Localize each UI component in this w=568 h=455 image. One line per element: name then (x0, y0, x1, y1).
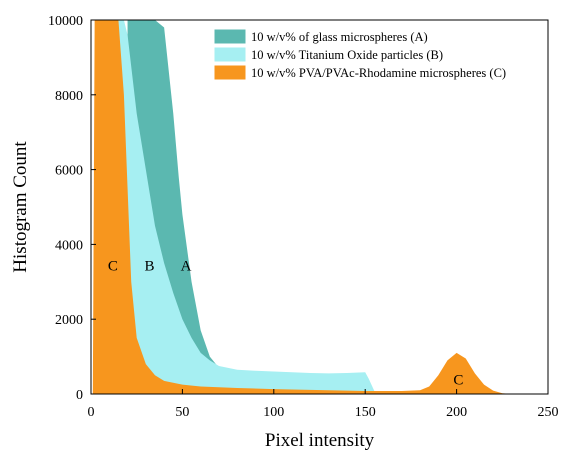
axes: 0 50 100 150 200 250 0 2000 4000 6000 8000 10000 (48, 14, 559, 420)
y-tick-label: 4000 (55, 238, 83, 253)
x-tick-label: 100 (263, 405, 284, 420)
legend-label: 10 w/v% PVA/PVAc-Rhodamine microspheres … (251, 66, 506, 80)
series-1-area (118, 20, 384, 394)
legend-label: 10 w/v% Titanium Oxide particles (B) (251, 48, 443, 62)
legend: 10 w/v% of glass microspheres (A) 10 w/v%… (214, 29, 506, 80)
annotation-label: A (181, 259, 192, 275)
y-tick-label: 0 (76, 388, 83, 403)
plot-frame (90, 19, 549, 395)
x-tick-label: 50 (175, 405, 189, 420)
annotations: C B A C (108, 259, 464, 389)
legend-label: 10 w/v% of glass microspheres (A) (251, 30, 428, 44)
y-axis-title: Histogram Count (10, 141, 31, 273)
plot-areas (91, 20, 512, 394)
x-axis-title: Pixel intensity (265, 430, 375, 451)
annotation-label: B (144, 259, 154, 275)
x-tick-label: 250 (538, 405, 559, 420)
legend-swatch (214, 47, 246, 62)
series-2-area (91, 20, 512, 394)
x-tick-label: 150 (355, 405, 376, 420)
x-tick-label: 0 (88, 405, 95, 420)
y-tick-label: 2000 (55, 313, 83, 328)
y-tick-label: 10000 (48, 14, 83, 29)
x-tick-label: 200 (446, 405, 467, 420)
y-tick-label: 6000 (55, 164, 83, 179)
y-tick-label: 8000 (55, 89, 83, 104)
legend-swatch (214, 29, 246, 44)
legend-swatch (214, 65, 246, 80)
annotation-label: C (108, 259, 118, 275)
annotation-label: C (453, 373, 463, 389)
